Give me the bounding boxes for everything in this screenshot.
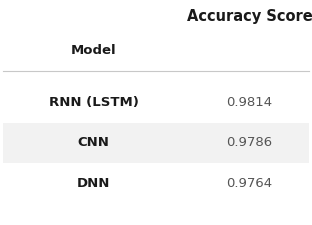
Text: DNN: DNN: [77, 177, 110, 190]
Text: Model: Model: [71, 44, 116, 57]
FancyBboxPatch shape: [3, 83, 309, 122]
Text: RNN (LSTM): RNN (LSTM): [49, 96, 139, 109]
Text: 0.9786: 0.9786: [227, 136, 273, 149]
FancyBboxPatch shape: [3, 164, 309, 203]
Text: CNN: CNN: [78, 136, 110, 149]
Text: 0.9764: 0.9764: [227, 177, 273, 190]
FancyBboxPatch shape: [3, 123, 309, 162]
Text: 0.9814: 0.9814: [227, 96, 273, 109]
Text: Accuracy Score: Accuracy Score: [187, 9, 312, 24]
